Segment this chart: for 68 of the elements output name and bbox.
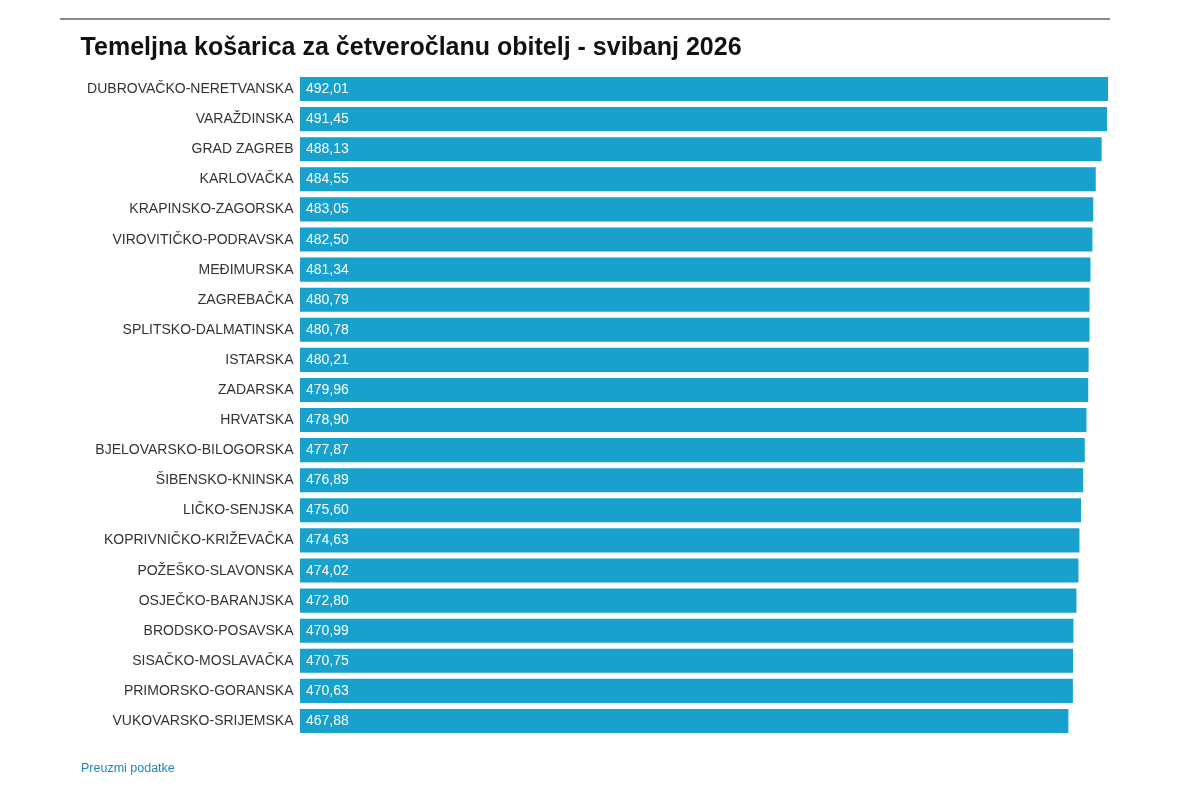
y-tick-label: POŽEŠKO-SLAVONSKA <box>137 561 295 578</box>
bar <box>300 678 1073 703</box>
bar <box>300 197 1094 222</box>
data-label: 470,75 <box>306 651 350 668</box>
data-label: 470,99 <box>306 621 350 638</box>
data-label: 491,45 <box>306 110 350 127</box>
data-label: 481,34 <box>306 260 350 277</box>
data-label: 483,05 <box>306 200 350 217</box>
bar <box>300 317 1090 342</box>
chart-title: Temeljna košarica za četveročlanu obitelj - svibanj 2026 <box>80 32 742 60</box>
data-label: 470,63 <box>306 681 350 698</box>
bar <box>300 648 1074 673</box>
y-tick-label: MEĐIMURSKA <box>198 260 295 277</box>
data-label: 467,88 <box>306 711 350 728</box>
y-tick-label: ŠIBENSKO-KNINSKA <box>155 471 295 488</box>
data-label: 472,80 <box>306 591 350 608</box>
y-tick-label: VARAŽDINSKA <box>195 110 295 127</box>
y-tick-label: KOPRIVNIČKO-KRIŽEVAČKA <box>103 531 295 548</box>
y-tick-label: GRAD ZAGREB <box>191 140 294 157</box>
text: Preuzmi podatke <box>81 761 175 775</box>
y-tick-label: VUKOVARSKO-SRIJEMSKA <box>112 711 295 728</box>
data-label: 488,13 <box>306 140 350 157</box>
y-tick-label: LIČKO-SENJSKA <box>183 501 295 518</box>
y-tick-label: ZAGREBAČKA <box>197 290 295 307</box>
data-label: 479,96 <box>306 380 350 397</box>
data-label: 480,21 <box>306 350 350 367</box>
data-label: 474,02 <box>306 561 350 578</box>
data-label: 474,63 <box>306 531 350 548</box>
y-tick-label: KRAPINSKO-ZAGORSKA <box>129 200 295 217</box>
data-label: 480,78 <box>306 320 350 337</box>
bar <box>300 558 1079 583</box>
bar <box>300 227 1093 252</box>
bar <box>300 618 1074 643</box>
data-label: 480,79 <box>306 290 350 307</box>
data-label: 476,89 <box>306 471 350 488</box>
data-label: 475,60 <box>306 501 350 518</box>
y-tick-label: ISTARSKA <box>225 350 295 367</box>
bar <box>300 377 1089 402</box>
bar <box>300 708 1069 733</box>
y-tick-label: OSJEČKO-BARANJSKA <box>138 591 295 608</box>
data-label: 484,55 <box>306 170 350 187</box>
bar <box>300 468 1084 493</box>
y-tick-label: SPLITSKO-DALMATINSKA <box>122 320 295 337</box>
y-tick-label: VIROVITIČKO-PODRAVSKA <box>112 230 295 247</box>
data-label: 492,01 <box>306 80 350 97</box>
bar <box>300 347 1089 372</box>
y-tick-label: KARLOVAČKA <box>199 170 295 187</box>
y-tick-label: ZADARSKA <box>218 380 295 397</box>
data-label: 477,87 <box>306 441 350 458</box>
bar <box>300 408 1087 433</box>
bar <box>300 588 1077 613</box>
bar <box>300 107 1108 132</box>
bar <box>300 498 1082 523</box>
bar <box>300 167 1096 192</box>
y-tick-label: SISAČKO-MOSLAVAČKA <box>132 651 295 668</box>
bar <box>300 287 1090 312</box>
data-label: 482,50 <box>306 230 350 247</box>
y-tick-label: HRVATSKA <box>220 411 295 428</box>
y-tick-label: BJELOVARSKO-BILOGORSKA <box>95 441 295 458</box>
bar <box>300 257 1091 282</box>
y-tick-label: DUBROVAČKO-NERETVANSKA <box>87 80 295 97</box>
bar <box>300 77 1108 102</box>
y-tick-label: BRODSKO-POSAVSKA <box>143 621 295 638</box>
bar <box>300 528 1080 553</box>
bar <box>300 137 1102 162</box>
bar <box>300 438 1085 463</box>
data-label: 478,90 <box>306 411 350 428</box>
y-tick-label: PRIMORSKO-GORANSKA <box>123 681 295 698</box>
